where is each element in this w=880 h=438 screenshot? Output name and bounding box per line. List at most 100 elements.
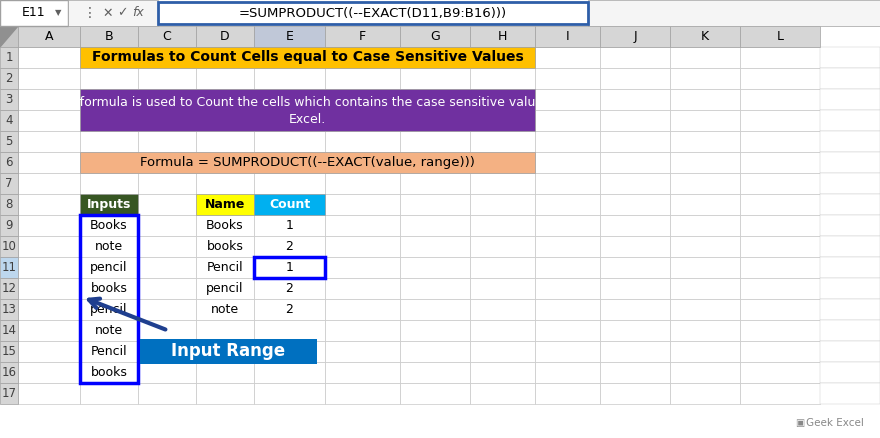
Bar [18,278,80,299]
Text: 17: 17 [2,387,17,400]
Text: C: C [163,30,172,43]
Bar [535,110,600,131]
Bar [18,68,80,89]
Bar [196,68,254,89]
Bar [820,257,880,278]
Bar [535,173,600,194]
Bar [820,131,880,152]
Bar [400,131,470,152]
Bar [470,362,535,383]
Bar [670,383,740,404]
Text: I: I [566,30,569,43]
Bar [18,236,80,257]
Bar [138,320,196,341]
Bar [0,320,18,341]
Bar [470,173,535,194]
Bar [670,47,740,68]
Bar [0,278,18,299]
Bar [820,278,880,299]
Bar [400,278,470,299]
Text: 2: 2 [286,282,293,295]
Bar [820,341,880,362]
Bar [196,383,254,404]
Text: Excel.: Excel. [289,113,326,126]
Text: K: K [701,30,709,43]
Bar [820,89,880,110]
Bar [670,341,740,362]
Bar [138,68,196,89]
Bar [820,236,880,257]
Bar [535,278,600,299]
Bar [80,47,138,68]
Bar [740,383,820,404]
Bar [0,26,18,47]
Bar [740,362,820,383]
Bar [470,47,535,68]
Bar [470,89,535,110]
Bar [470,194,535,215]
Text: ▣: ▣ [796,418,804,428]
Bar [254,68,325,89]
Bar [254,278,325,299]
Bar [535,152,600,173]
Text: 3: 3 [5,93,12,106]
Bar [740,320,820,341]
Text: Name: Name [205,198,246,211]
Bar [254,362,325,383]
Text: F: F [359,30,366,43]
Text: books: books [91,366,128,379]
Bar [138,152,196,173]
Text: Books: Books [90,219,128,232]
Text: 9: 9 [5,219,12,232]
Text: 1: 1 [286,261,293,274]
Bar [0,194,18,215]
Bar [820,362,880,383]
Text: This formula is used to Count the cells which contains the case sensitive values: This formula is used to Count the cells … [50,96,565,109]
Bar [400,26,470,47]
Bar [600,194,670,215]
Bar [470,278,535,299]
Bar [400,257,470,278]
Bar [18,47,80,68]
Text: ▼: ▼ [55,8,62,18]
Text: 12: 12 [2,282,17,295]
Bar [196,194,254,215]
Bar [80,194,138,215]
Bar [325,257,400,278]
Bar [600,341,670,362]
Polygon shape [0,26,18,47]
Text: note: note [211,303,239,316]
Text: 16: 16 [2,366,17,379]
Bar [196,26,254,47]
Text: 15: 15 [2,345,17,358]
Text: 1: 1 [5,51,12,64]
Bar [254,236,325,257]
Bar [670,68,740,89]
Bar [325,152,400,173]
Text: 2: 2 [5,72,12,85]
Bar [600,257,670,278]
Bar [196,257,254,278]
Bar [400,236,470,257]
Bar [138,110,196,131]
Bar [600,47,670,68]
Text: books: books [207,240,244,253]
Bar [740,257,820,278]
Text: E11: E11 [22,7,46,20]
Text: 4: 4 [5,114,12,127]
Bar [535,383,600,404]
Bar [325,173,400,194]
Bar [535,89,600,110]
Text: pencil: pencil [206,282,244,295]
Bar [138,257,196,278]
Text: E: E [286,30,293,43]
Bar [470,299,535,320]
Text: A: A [45,30,54,43]
Bar [470,131,535,152]
Bar [80,131,138,152]
Bar [254,110,325,131]
Bar [325,26,400,47]
Bar [600,89,670,110]
Text: G: G [430,30,440,43]
Text: L: L [776,30,783,43]
